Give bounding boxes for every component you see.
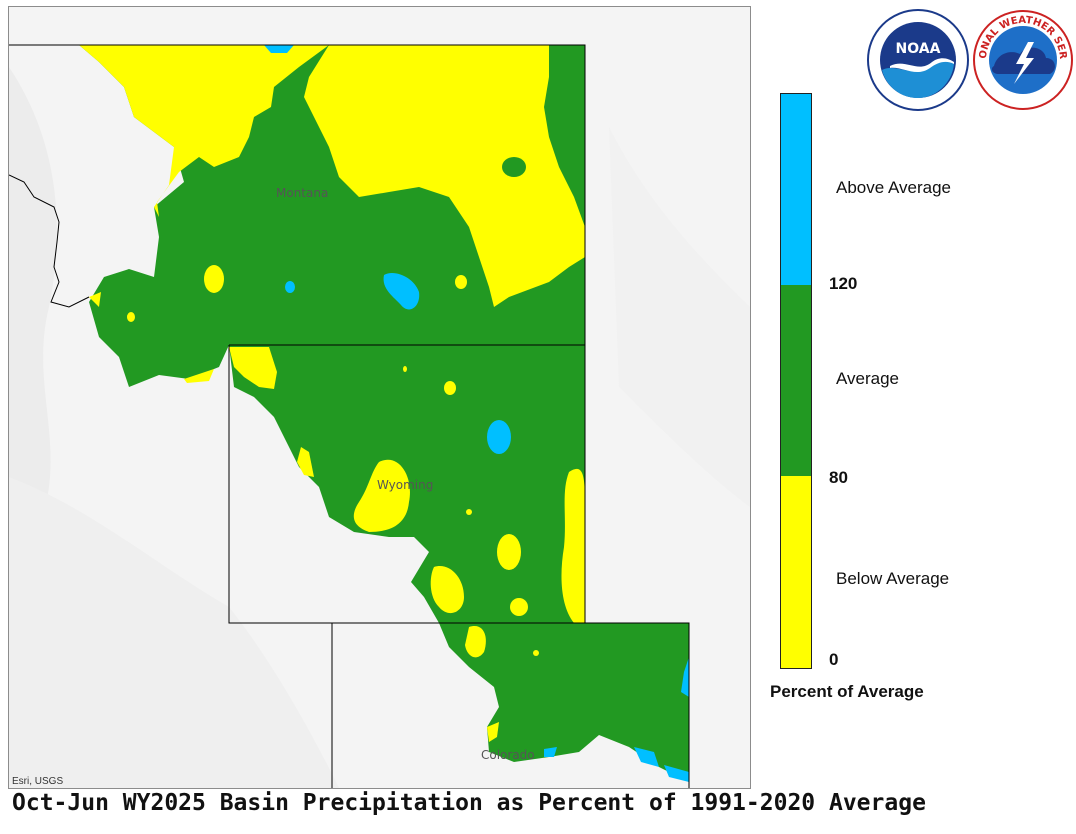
noaa-logo: NOAA [866, 8, 970, 116]
svg-text:NOAA: NOAA [896, 41, 941, 57]
map-panel: Montana Wyoming Colorado Esri, USGS [8, 6, 751, 789]
page-title: Oct-Jun WY2025 Basin Precipitation as Pe… [12, 790, 926, 816]
state-label-colorado: Colorado [481, 748, 535, 762]
state-boundaries [9, 44, 690, 788]
nws-logo: NATIONAL WEATHER SERVICE [968, 0, 1074, 116]
legend-color-bar [780, 93, 812, 669]
legend-break-120: 120 [829, 274, 858, 293]
legend-label-above: Above Average [836, 178, 951, 197]
colorado-average-region [439, 623, 689, 782]
legend-swatch-average [781, 285, 811, 476]
noaa-emblem-icon: NOAA [867, 9, 969, 111]
legend-break-80: 80 [829, 468, 848, 487]
state-label-montana: Montana [276, 186, 328, 200]
terrain-hillshade [9, 67, 750, 788]
legend-label-average: Average [836, 369, 900, 388]
above-average-areas [264, 45, 689, 782]
legend-swatch-below [781, 476, 811, 668]
state-label-wyoming: Wyoming [377, 478, 433, 492]
below-average-areas [79, 45, 585, 742]
average-island [502, 157, 526, 177]
legend-label-below: Below Average [836, 569, 950, 588]
legend-title: Percent of Average [770, 682, 924, 701]
legend-swatch-above [781, 94, 811, 285]
precip-map: Montana Wyoming Colorado [9, 44, 750, 788]
legend-break-0: 0 [829, 650, 839, 669]
map-attribution: Esri, USGS [12, 776, 64, 787]
nws-emblem-icon: NATIONAL WEATHER SERVICE [968, 0, 1073, 110]
